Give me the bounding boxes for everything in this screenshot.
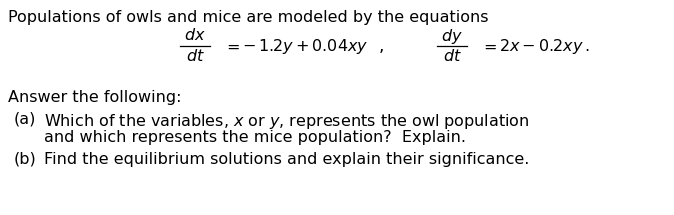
Text: $2x - 0.2xy\,.$: $2x - 0.2xy\,.$ [499,37,590,55]
Text: Answer the following:: Answer the following: [8,90,181,105]
Text: $dt$: $dt$ [185,48,204,64]
Text: $dx$: $dx$ [184,27,206,43]
Text: Find the equilibrium solutions and explain their significance.: Find the equilibrium solutions and expla… [44,152,529,167]
Text: $,$: $,$ [378,37,384,55]
Text: $=$: $=$ [223,38,240,54]
Text: $=$: $=$ [480,38,497,54]
Text: Populations of owls and mice are modeled by the equations: Populations of owls and mice are modeled… [8,10,489,25]
Text: $dt$: $dt$ [443,48,462,64]
Text: (a): (a) [14,112,36,127]
Text: (b): (b) [14,152,37,167]
Text: $dy$: $dy$ [441,27,463,46]
Text: and which represents the mice population?  Explain.: and which represents the mice population… [44,130,466,145]
Text: $-\,1.2y + 0.04xy$: $-\,1.2y + 0.04xy$ [242,37,369,55]
Text: Which of the variables, $x$ or $y$, represents the owl population: Which of the variables, $x$ or $y$, repr… [44,112,530,131]
